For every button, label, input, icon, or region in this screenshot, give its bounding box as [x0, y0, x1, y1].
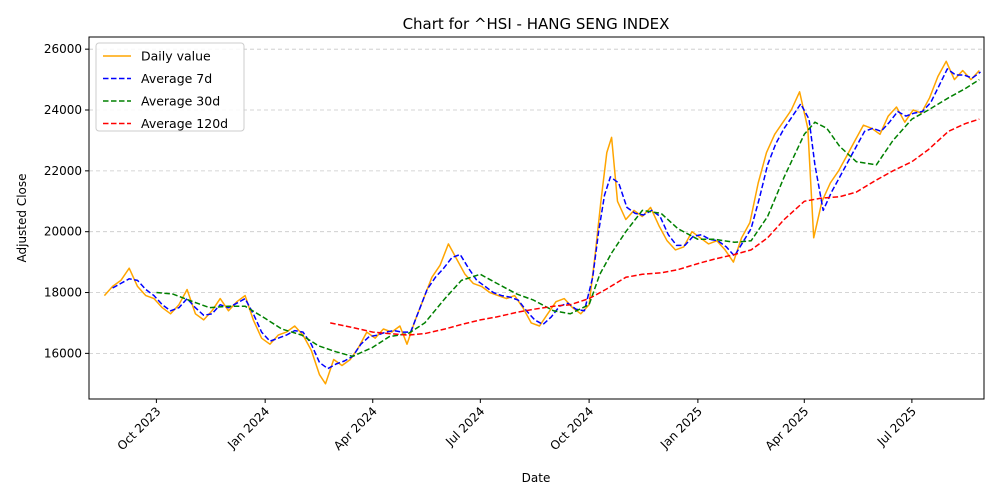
- series-line-average-7d: [112, 68, 981, 370]
- x-axis-label: Date: [522, 471, 551, 485]
- y-tick-label: 26000: [44, 42, 82, 56]
- x-tick-label: Jul 2025: [874, 404, 919, 449]
- series-line-average-120d: [330, 118, 980, 336]
- legend-box: [95, 42, 245, 132]
- y-tick-label: 22000: [44, 164, 82, 178]
- x-tick-label: Jul 2024: [442, 404, 487, 449]
- legend-entry: Daily value: [141, 49, 211, 64]
- legend-entry: Average 7d: [141, 71, 212, 86]
- y-tick-label: 16000: [44, 346, 82, 360]
- y-tick-label: 20000: [44, 225, 82, 239]
- x-tick-label: Apr 2024: [331, 404, 380, 453]
- legend-entry: Average 120d: [141, 116, 228, 131]
- x-tick-label: Apr 2025: [763, 404, 812, 453]
- y-tick-label: 24000: [44, 103, 82, 117]
- y-axis: 16000 18000 20000 22000 24000 26000: [44, 42, 89, 360]
- x-tick-label: Jan 2025: [657, 404, 705, 452]
- plot-frame: [88, 36, 985, 400]
- series-line-daily-value: [103, 60, 980, 385]
- series-line-average-30d: [156, 78, 980, 358]
- chart-title: Chart for ^HSI - HANG SENG INDEX: [403, 15, 670, 33]
- series-layer: [103, 60, 981, 385]
- x-tick-label: Oct 2024: [547, 404, 596, 453]
- x-tick-label: Jan 2024: [224, 404, 272, 452]
- y-tick-label: 18000: [44, 286, 82, 300]
- legend: Daily value Average 7d Average 30d Average …: [95, 42, 245, 132]
- y-axis-label: Adjusted Close: [15, 173, 29, 262]
- x-axis: Oct 2023 Jan 2024 Apr 2024 Jul 2024 Oct 2024…: [115, 399, 919, 453]
- legend-entry: Average 30d: [141, 94, 220, 109]
- x-tick-label: Oct 2023: [115, 404, 164, 453]
